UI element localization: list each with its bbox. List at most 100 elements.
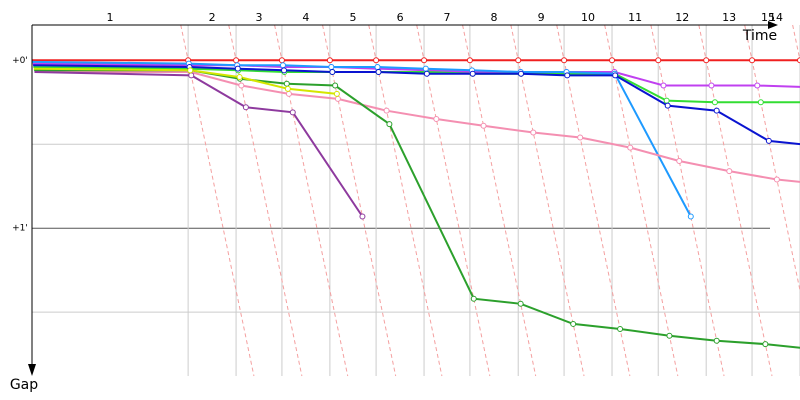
lap-dot: [233, 57, 240, 64]
lap-dot: [726, 168, 733, 175]
lap-dot: [386, 121, 393, 128]
lap-label: 4: [302, 11, 309, 24]
x-arrow: [768, 21, 778, 29]
lap-dot: [765, 137, 772, 144]
lap-dot: [627, 144, 634, 151]
lap-label: 2: [209, 11, 216, 24]
lap-label: 14: [769, 11, 783, 24]
lap-dot: [422, 65, 429, 72]
lap-label: 13: [722, 11, 736, 24]
series-line: [32, 60, 692, 217]
lap-dashes: [180, 24, 800, 377]
y-tick-label: +1': [12, 224, 28, 234]
lap-dot: [236, 74, 243, 81]
lap-label: 10: [581, 11, 595, 24]
lap-dot: [281, 67, 288, 74]
lap-dash: [462, 24, 537, 377]
lap-dot: [433, 116, 440, 123]
lap-dot: [328, 63, 335, 70]
lap-dot: [374, 63, 381, 70]
lap-dot: [773, 176, 780, 183]
lap-dot: [708, 82, 715, 89]
lap-dot: [242, 104, 249, 111]
lap-dot: [334, 95, 341, 102]
lap-dot: [421, 57, 428, 64]
lap-dot: [383, 107, 390, 114]
lap-dot: [711, 99, 718, 106]
lap-dot: [283, 80, 290, 87]
lap-dot: [373, 57, 380, 64]
lap-dot: [375, 69, 382, 76]
lap-dot: [664, 102, 671, 109]
lap-dot: [238, 82, 245, 89]
lap-dot: [703, 57, 710, 64]
lap-dot: [609, 57, 616, 64]
lap-dot: [333, 90, 340, 97]
lap-label: 9: [538, 11, 545, 24]
lap-dot: [749, 57, 756, 64]
lap-dot: [757, 99, 764, 106]
lap-dot: [754, 82, 761, 89]
lap-dot: [289, 109, 296, 116]
grid: [32, 25, 800, 376]
series-dots: [185, 57, 800, 348]
lap-dash: [792, 24, 800, 63]
y-arrow: [28, 364, 36, 376]
lap-dot: [570, 320, 577, 327]
lap-dot: [466, 57, 473, 64]
lap-dot: [188, 72, 195, 79]
lap-dot: [687, 213, 694, 220]
lap-label: 1: [107, 11, 114, 24]
lap-dot: [561, 57, 568, 64]
lap-dash: [180, 24, 255, 377]
lap-dot: [797, 57, 800, 64]
lap-dash: [698, 24, 773, 377]
lap-label: 11: [628, 11, 642, 24]
series-line: [34, 71, 800, 183]
lap-dot: [713, 337, 720, 344]
lap-label: 15: [761, 11, 775, 24]
y-tick-label: +0': [12, 56, 28, 66]
lap-dot: [713, 107, 720, 114]
lap-dot: [332, 82, 339, 89]
lap-dot: [612, 72, 619, 79]
lap-dot: [666, 332, 673, 339]
lap-label: 12: [675, 11, 689, 24]
lap-dash: [274, 24, 349, 377]
lap-dot: [660, 82, 667, 89]
lap-dot: [326, 57, 333, 64]
lap-dot: [470, 295, 477, 302]
series-line: [33, 64, 800, 146]
lap-dot: [515, 57, 522, 64]
lap-dot: [676, 158, 683, 165]
lap-dot: [284, 85, 291, 92]
lap-label: 6: [397, 11, 404, 24]
lap-dash: [368, 24, 443, 377]
lap-dot: [423, 70, 430, 77]
lap-dot: [480, 122, 487, 129]
lap-dash: [322, 24, 397, 377]
series-line: [34, 69, 800, 349]
x-axis-label: Time: [742, 28, 777, 44]
lap-dash: [650, 24, 725, 377]
lap-label: 8: [491, 11, 498, 24]
lap-label: 3: [256, 11, 263, 24]
lap-dash: [744, 24, 800, 293]
lap-dash: [604, 24, 679, 377]
lap-dot: [655, 57, 662, 64]
lap-dot: [762, 341, 769, 348]
lap-dot: [234, 65, 241, 72]
lap-dot: [279, 62, 286, 69]
lap-dash: [416, 24, 491, 377]
y-axis-label: Gap: [10, 377, 38, 393]
lap-dot: [564, 72, 571, 79]
lap-dot: [359, 213, 366, 220]
lap-dot: [617, 325, 624, 332]
lap-dot: [577, 134, 584, 141]
lap-dot: [663, 97, 670, 104]
series-lines: [32, 59, 800, 349]
lap-dot: [517, 300, 524, 307]
lap-dash: [556, 24, 631, 377]
